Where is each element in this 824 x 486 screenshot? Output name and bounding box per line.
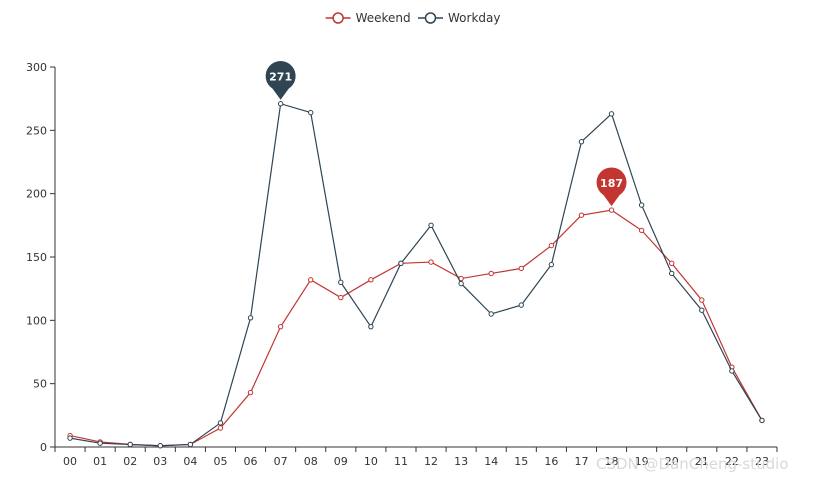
series-layer — [67, 101, 765, 449]
x-tick-label: 03 — [153, 455, 167, 468]
x-tick-label: 00 — [63, 455, 77, 468]
x-tick-label: 07 — [274, 455, 288, 468]
pin-label: 271 — [269, 71, 292, 84]
data-point[interactable] — [548, 242, 555, 249]
x-tick-label: 02 — [123, 455, 137, 468]
data-point[interactable] — [578, 139, 585, 145]
data-point[interactable] — [638, 227, 645, 234]
data-point[interactable] — [157, 443, 163, 449]
y-axis: 0 50 100 150 200 250 300 — [26, 61, 56, 454]
data-point[interactable] — [368, 323, 374, 330]
data-point[interactable] — [217, 420, 224, 426]
data-point[interactable] — [277, 101, 284, 107]
data-point[interactable] — [458, 280, 464, 287]
x-tick-label: 09 — [334, 455, 348, 468]
data-point[interactable] — [518, 302, 524, 308]
series-line-workday — [69, 102, 763, 447]
data-point[interactable] — [729, 368, 735, 374]
x-tick-label: 11 — [394, 455, 408, 468]
data-point[interactable] — [428, 222, 434, 229]
data-point[interactable] — [428, 259, 434, 265]
series-line-weekend — [69, 209, 763, 447]
data-point[interactable] — [67, 435, 73, 441]
x-tick-label: 23 — [755, 455, 769, 468]
y-tick-label: 100 — [26, 314, 47, 327]
x-tick-label: 18 — [605, 455, 619, 468]
x-tick-label: 08 — [304, 455, 318, 468]
data-point[interactable] — [368, 277, 374, 283]
data-point[interactable] — [338, 279, 344, 286]
legend-item-workday[interactable]: Workday — [418, 11, 500, 25]
legend-item-weekend[interactable]: Weekend — [325, 11, 411, 25]
legend-marker — [424, 12, 437, 24]
x-tick-label: 16 — [544, 455, 558, 468]
data-point[interactable] — [488, 270, 494, 277]
data-point[interactable] — [488, 311, 494, 317]
legend-label: Workday — [448, 11, 500, 25]
data-point[interactable] — [608, 207, 615, 213]
x-tick-label: 04 — [183, 455, 197, 468]
x-tick-label: 15 — [514, 455, 528, 468]
y-tick-label: 250 — [26, 124, 47, 137]
data-point[interactable] — [127, 441, 133, 448]
y-tick-label: 200 — [26, 188, 47, 201]
x-tick-label: 19 — [635, 455, 649, 468]
data-point[interactable] — [699, 297, 705, 303]
legend[interactable]: Weekend Workday — [325, 11, 501, 25]
x-tick-label: 21 — [695, 455, 709, 468]
data-point[interactable] — [247, 389, 254, 396]
x-tick-label: 13 — [454, 455, 468, 468]
pin-shape — [265, 61, 296, 100]
x-tick-label: 12 — [424, 455, 438, 468]
data-point[interactable] — [638, 202, 645, 208]
x-tick-label: 22 — [725, 455, 739, 468]
data-point[interactable] — [669, 260, 675, 267]
data-point[interactable] — [247, 315, 254, 321]
x-tick-label: 14 — [484, 455, 498, 468]
max-markers: 187 271 — [265, 61, 627, 207]
y-tick-label: 50 — [33, 378, 47, 391]
data-point[interactable] — [518, 265, 524, 272]
watermark: CSDN @DanCheng-studio — [596, 455, 789, 473]
data-point[interactable] — [669, 270, 675, 277]
x-tick-label: 20 — [665, 455, 679, 468]
max-pin-weekend[interactable]: 187 — [596, 167, 627, 207]
data-point[interactable] — [187, 441, 194, 448]
y-tick-label: 300 — [26, 61, 47, 74]
data-point[interactable] — [548, 261, 555, 268]
data-point[interactable] — [578, 212, 585, 218]
y-tick-label: 0 — [40, 441, 47, 454]
max-pin-workday[interactable]: 271 — [265, 61, 296, 100]
data-point[interactable] — [338, 294, 344, 301]
data-point[interactable] — [759, 417, 765, 424]
data-point[interactable] — [97, 440, 103, 446]
data-point[interactable] — [217, 425, 224, 431]
data-point[interactable] — [308, 109, 314, 116]
x-tick-label: 01 — [93, 455, 107, 468]
data-point[interactable] — [308, 277, 314, 283]
legend-label: Weekend — [356, 11, 411, 25]
y-tick-label: 150 — [26, 251, 47, 264]
data-point[interactable] — [277, 323, 284, 330]
data-point[interactable] — [699, 307, 705, 313]
data-point[interactable] — [608, 111, 615, 117]
x-axis: 00 01 02 03 04 05 06 07 08 09 10 11 12 13 14 15 16 17 18 19… — [54, 446, 778, 468]
x-tick-label: 06 — [244, 455, 258, 468]
pin-shape — [596, 167, 627, 207]
x-tick-label: 10 — [364, 455, 378, 468]
data-point[interactable] — [398, 260, 404, 267]
x-tick-label: 17 — [574, 455, 588, 468]
legend-marker — [332, 12, 344, 24]
x-tick-label: 05 — [213, 455, 227, 468]
pin-label: 187 — [600, 177, 623, 190]
